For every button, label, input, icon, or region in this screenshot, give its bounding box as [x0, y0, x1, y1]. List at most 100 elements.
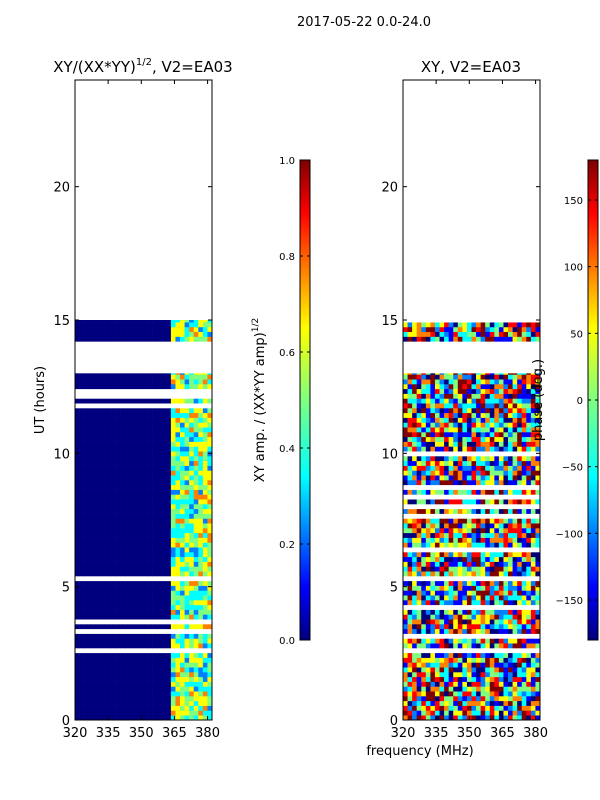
heatmap-cell — [120, 638, 126, 644]
heatmap-cell — [143, 676, 149, 682]
heatmap-cell — [193, 705, 199, 711]
heatmap-cell — [97, 408, 103, 414]
heatmap-cell — [425, 676, 431, 682]
heatmap-cell — [535, 600, 540, 606]
heatmap-cell — [485, 576, 491, 582]
heatmap-cell — [462, 600, 468, 606]
heatmap-cell — [170, 566, 176, 572]
heatmap-cell — [425, 322, 431, 328]
heatmap-cell — [421, 417, 427, 423]
heatmap-cell — [88, 672, 94, 678]
heatmap-cell — [143, 600, 149, 606]
heatmap-cell — [106, 648, 112, 654]
heatmap-cell — [184, 494, 190, 500]
heatmap-cell — [157, 460, 163, 466]
heatmap-cell — [157, 484, 163, 490]
heatmap-cell — [129, 628, 135, 634]
heatmap-cell — [106, 561, 112, 567]
heatmap-cell — [530, 672, 536, 678]
heatmap-cell — [530, 600, 536, 606]
heatmap-cell — [403, 542, 408, 548]
heatmap-cell — [143, 556, 149, 562]
heatmap-cell — [439, 504, 445, 510]
heatmap-cell — [152, 648, 158, 654]
heatmap-cell — [489, 532, 495, 538]
heatmap-cell — [207, 672, 212, 678]
heatmap-cell — [93, 662, 99, 668]
figure-title: 2017-05-22 0.0-24.0 — [297, 15, 431, 30]
heatmap-cell — [170, 542, 176, 548]
heatmap-cell — [425, 624, 431, 630]
heatmap-cell — [120, 412, 126, 418]
heatmap-cell — [93, 609, 99, 615]
heatmap-cell — [152, 331, 158, 337]
heatmap-cell — [106, 662, 112, 668]
heatmap-cell — [184, 484, 190, 490]
heatmap-cell — [148, 638, 153, 644]
heatmap-cell — [485, 504, 491, 510]
heatmap-cell — [143, 667, 149, 673]
heatmap-cell — [125, 432, 131, 438]
heatmap-cell — [462, 523, 468, 529]
heatmap-cell — [457, 427, 463, 433]
heatmap-cell — [184, 633, 190, 639]
heatmap-cell — [116, 652, 121, 658]
heatmap-cell — [93, 427, 99, 433]
heatmap-cell — [434, 590, 440, 596]
heatmap-cell — [485, 484, 491, 490]
heatmap-cell — [143, 662, 149, 668]
heatmap-cell — [517, 408, 523, 414]
heatmap-cell — [193, 681, 199, 687]
heatmap-cell — [421, 460, 427, 466]
heatmap-cell — [512, 446, 518, 452]
heatmap-cell — [189, 393, 195, 399]
heatmap-cell — [430, 628, 436, 634]
heatmap-cell — [508, 628, 513, 634]
heatmap-cell — [416, 676, 422, 682]
heatmap-cell — [148, 432, 153, 438]
heatmap-cell — [489, 412, 495, 418]
heatmap-cell — [143, 576, 149, 582]
heatmap-cell — [416, 320, 422, 323]
heatmap-cell — [521, 393, 527, 399]
heatmap-cell — [489, 373, 495, 375]
heatmap-cell — [175, 662, 181, 668]
heatmap-cell — [503, 648, 509, 654]
heatmap-cell — [148, 580, 153, 586]
heatmap-cell — [138, 436, 144, 442]
heatmap-cell — [448, 436, 454, 442]
heatmap-cell — [157, 657, 163, 663]
heatmap-cell — [175, 374, 181, 380]
heatmap-cell — [530, 412, 536, 418]
heatmap-cell — [535, 388, 540, 394]
heatmap-cell — [198, 432, 204, 438]
heatmap-cell — [79, 388, 85, 394]
heatmap-cell — [207, 336, 212, 342]
heatmap-cell — [125, 427, 131, 433]
heatmap-cell — [180, 513, 185, 519]
heatmap-cell — [485, 432, 491, 438]
heatmap-cell — [120, 470, 126, 476]
heatmap-cell — [198, 504, 204, 510]
heatmap-cell — [84, 441, 89, 447]
heatmap-cell — [512, 705, 518, 711]
heatmap-cell — [143, 552, 149, 558]
heatmap-cell — [138, 643, 144, 649]
heatmap-cell — [430, 600, 436, 606]
heatmap-cell — [421, 585, 427, 591]
panel2-heatmap — [403, 320, 540, 720]
heatmap-cell — [412, 532, 417, 538]
heatmap-cell — [535, 456, 540, 462]
heatmap-cell — [120, 576, 126, 582]
heatmap-cell — [161, 408, 167, 414]
heatmap-cell — [166, 422, 172, 428]
heatmap-cell — [116, 393, 121, 399]
heatmap-cell — [448, 633, 454, 639]
heatmap-cell — [503, 652, 509, 658]
heatmap-cell — [148, 484, 153, 490]
heatmap-cell — [412, 408, 417, 414]
heatmap-cell — [466, 561, 472, 567]
heatmap-cell — [202, 489, 208, 495]
heatmap-cell — [448, 537, 454, 543]
heatmap-cell — [403, 470, 408, 476]
